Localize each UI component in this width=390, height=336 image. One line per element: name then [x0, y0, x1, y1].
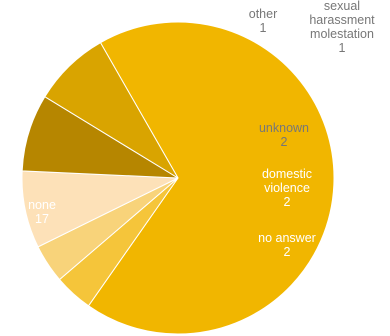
slice-label-line: no answer — [258, 231, 316, 245]
slice-label-line: 1 — [260, 21, 267, 35]
slice-label-unknown: unknown 2 — [259, 121, 309, 149]
slice-label-line: sexual — [324, 0, 360, 13]
slice-label-line: violence — [264, 181, 310, 195]
slice-label-line: 1 — [339, 41, 346, 55]
slice-label-line: other — [249, 7, 278, 21]
slice-label-none: none 17 — [28, 198, 56, 226]
slice-label-domestic-violence: domestic violence 2 — [262, 167, 312, 209]
slice-label-line: 2 — [281, 135, 288, 149]
slice-label-no-answer: no answer 2 — [258, 231, 316, 259]
slice-label-line: domestic — [262, 167, 312, 181]
slice-label-line: none — [28, 198, 56, 212]
slice-label-line: unknown — [259, 121, 309, 135]
slice-label-line: 2 — [284, 195, 291, 209]
pie-slice-no-answer — [44, 41, 179, 179]
slice-label-other: other 1 — [249, 7, 278, 35]
slice-label-line: 2 — [284, 245, 291, 259]
slice-label-line: 17 — [35, 212, 49, 226]
slice-label-line: harassment — [309, 13, 375, 27]
pie-slices — [21, 21, 335, 335]
pie-slice-none — [87, 21, 335, 335]
slice-label-line: molestation — [310, 27, 374, 41]
slice-label-sexual-harassment-molestation: sexual harassment molestation 1 — [309, 0, 375, 55]
